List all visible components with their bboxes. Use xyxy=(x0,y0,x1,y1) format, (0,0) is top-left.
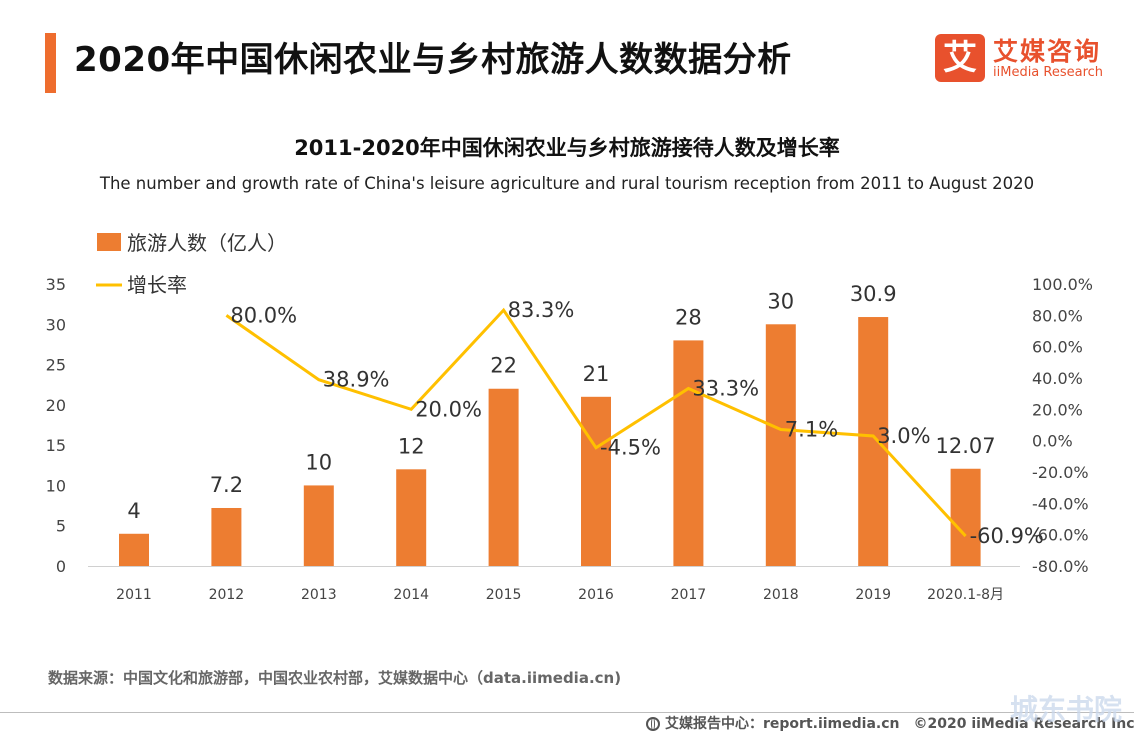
y-right-tick-label: 60.0% xyxy=(1032,338,1083,357)
iimedia-logo: 艾 艾媒咨询 iiMedia Research xyxy=(935,32,1115,84)
y-left-tick-label: 25 xyxy=(46,356,66,375)
y-right-tick-label: -40.0% xyxy=(1032,494,1089,513)
logo-mark-icon: 艾 xyxy=(935,34,985,82)
bar xyxy=(950,468,981,566)
footer-bar: 艾媒报告中心：report.iimedia.cn ©2020 iiMedia Re… xyxy=(646,713,1134,733)
page-title: 2020年中国休闲农业与乡村旅游人数数据分析 xyxy=(74,40,792,80)
bar-value-label: 4 xyxy=(127,499,140,523)
growth-rate-label: -4.5% xyxy=(600,436,661,460)
y-left-tick-label: 15 xyxy=(46,436,66,455)
growth-rate-label: 20.0% xyxy=(415,397,482,421)
title-accent-bar xyxy=(45,33,56,93)
bar xyxy=(303,485,334,566)
y-left-tick-label: 10 xyxy=(46,476,66,495)
x-tick-label: 2014 xyxy=(393,587,429,603)
chart-subtitle: The number and growth rate of China's le… xyxy=(99,174,1035,193)
bar xyxy=(119,533,149,566)
bar xyxy=(765,324,796,566)
bar xyxy=(858,317,889,566)
y-left-tick-label: 35 xyxy=(46,275,66,294)
y-right-tick-label: -20.0% xyxy=(1032,463,1089,482)
data-source-note: 数据来源：中国文化和旅游部，中国农业农村部，艾媒数据中心（data.iimedi… xyxy=(48,669,622,687)
x-tick-label: 2017 xyxy=(671,587,707,603)
watermark-text: 城东书院 xyxy=(1010,693,1123,726)
y-left-tick-label: 30 xyxy=(46,315,66,334)
logo-cn-text: 艾媒咨询 xyxy=(993,37,1102,66)
x-tick-label: 2015 xyxy=(486,587,522,603)
bar-value-label: 30.9 xyxy=(850,282,897,306)
logo-en-text: iiMedia Research xyxy=(993,65,1104,80)
legend-label-bar: 旅游人数（亿人） xyxy=(127,231,287,255)
growth-rate-label: 33.3% xyxy=(692,376,759,400)
y-right-tick-label: -60.0% xyxy=(1032,526,1089,545)
bar xyxy=(211,507,242,566)
y-right-tick-label: 100.0% xyxy=(1032,275,1093,294)
bar-value-label: 30 xyxy=(767,289,794,313)
bar xyxy=(673,340,704,566)
chart-title: 2011-2020年中国休闲农业与乡村旅游接待人数及增长率 xyxy=(294,136,840,160)
y-left-tick-label: 20 xyxy=(46,396,66,415)
y-right-tick-label: 0.0% xyxy=(1032,432,1073,451)
footer-divider xyxy=(0,712,1134,713)
copyright-text: ©2020 iiMedia Research Inc xyxy=(913,716,1134,732)
bar-value-label: 22 xyxy=(490,354,517,378)
report-center-link[interactable]: 艾媒报告中心：report.iimedia.cn xyxy=(665,716,900,732)
x-tick-label: 2013 xyxy=(301,587,337,603)
y-left-tick-label: 0 xyxy=(56,557,66,576)
bar-value-label: 12.07 xyxy=(936,434,996,458)
growth-rate-label: -60.9% xyxy=(970,524,1044,548)
y-right-tick-label: 40.0% xyxy=(1032,369,1083,388)
x-tick-label: 2016 xyxy=(578,587,614,603)
x-tick-label: 2019 xyxy=(855,587,891,603)
legend-swatch-bar xyxy=(97,233,121,251)
y-right-tick-label: 80.0% xyxy=(1032,306,1083,325)
growth-rate-line xyxy=(225,307,967,538)
bar-value-label: 28 xyxy=(675,305,702,329)
bar xyxy=(581,396,611,566)
y-right-tick-label: -80.0% xyxy=(1032,557,1089,576)
x-tick-label: 2012 xyxy=(209,587,245,603)
bar xyxy=(488,388,519,566)
y-left-tick-label: 5 xyxy=(56,517,66,536)
bar-value-label: 21 xyxy=(583,362,610,386)
bar-value-label: 10 xyxy=(305,450,332,474)
growth-rate-label: 7.1% xyxy=(785,418,838,442)
bar xyxy=(396,469,427,566)
growth-rate-label: 3.0% xyxy=(877,424,930,448)
y-right-tick-label: 20.0% xyxy=(1032,400,1083,419)
legend-label-line: 增长率 xyxy=(127,273,187,297)
growth-rate-label: 80.0% xyxy=(230,303,297,327)
bar-value-label: 12 xyxy=(398,434,425,458)
bar-value-label: 7.2 xyxy=(210,473,243,497)
growth-rate-label: 38.9% xyxy=(323,368,390,392)
x-tick-label: 2018 xyxy=(763,587,799,603)
growth-rate-label: 83.3% xyxy=(508,298,575,322)
x-tick-label: 2011 xyxy=(116,587,152,603)
globe-icon xyxy=(646,717,660,731)
x-tick-label: 2020.1-8月 xyxy=(927,587,1004,603)
